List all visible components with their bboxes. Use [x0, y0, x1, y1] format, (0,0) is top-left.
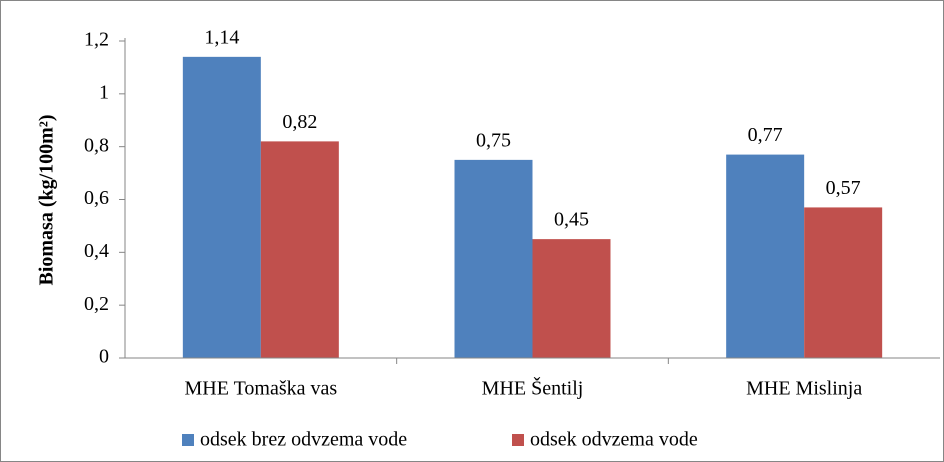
- legend-swatch: [512, 434, 524, 446]
- bar: [532, 239, 611, 358]
- bar: [260, 141, 339, 358]
- y-tick-label: 0,8: [84, 134, 109, 156]
- value-label: 0,75: [476, 129, 511, 151]
- bar: [726, 154, 805, 358]
- x-tick-label: MHE Tomaška vas: [185, 378, 338, 400]
- legend-label: odsek brez odvzema vode: [200, 429, 407, 451]
- y-axis-label: Biomasa (kg/100m²): [36, 115, 58, 286]
- y-tick-label: 0,2: [84, 293, 109, 315]
- legend-swatch: [182, 434, 194, 446]
- value-label: 0,45: [554, 209, 589, 231]
- y-tick-label: 1: [99, 81, 109, 103]
- y-tick-label: 0,6: [84, 187, 109, 209]
- value-label: 1,14: [204, 26, 239, 48]
- y-tick-label: 0: [99, 346, 109, 368]
- y-tick-label: 0,4: [84, 240, 109, 262]
- value-label: 0,57: [826, 177, 861, 199]
- bar: [804, 207, 883, 358]
- x-tick-label: MHE Šentilj: [482, 376, 584, 400]
- x-tick-label: MHE Mislinja: [746, 378, 862, 400]
- y-tick-label: 1,2: [84, 29, 109, 51]
- value-label: 0,77: [748, 124, 783, 146]
- value-label: 0,82: [282, 111, 317, 133]
- bar: [454, 159, 533, 358]
- legend-label: odsek odvzema vode: [530, 429, 698, 451]
- bar: [182, 56, 261, 358]
